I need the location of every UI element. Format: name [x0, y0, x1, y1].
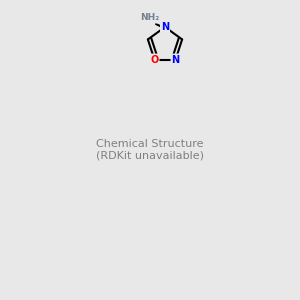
Text: O: O [150, 55, 158, 64]
Text: Chemical Structure
(RDKit unavailable): Chemical Structure (RDKit unavailable) [96, 139, 204, 161]
Text: NH₂: NH₂ [140, 14, 160, 22]
Text: N: N [161, 22, 169, 32]
Text: N: N [172, 55, 180, 64]
